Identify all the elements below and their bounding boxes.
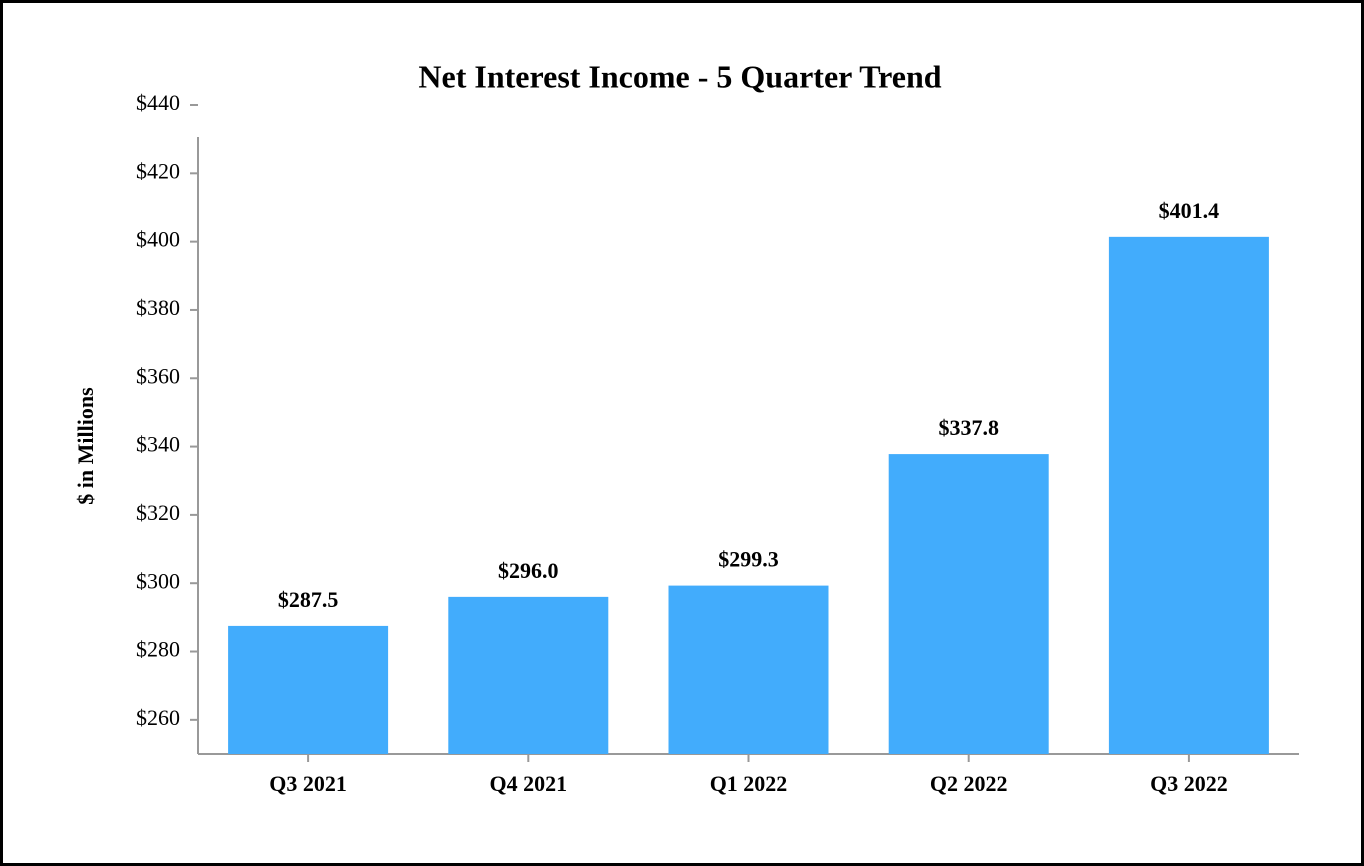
y-tick-label: $280 <box>136 637 180 662</box>
bar <box>228 625 389 754</box>
y-tick-label: $340 <box>136 432 180 457</box>
y-tick-label: $420 <box>136 158 180 183</box>
bar <box>448 596 609 754</box>
bar <box>888 454 1049 754</box>
x-tick-label: Q3 2021 <box>269 771 347 796</box>
x-tick-label: Q4 2021 <box>489 771 567 796</box>
chart-title: Net Interest Income - 5 Quarter Trend <box>418 58 941 94</box>
value-label: $296.0 <box>498 558 559 583</box>
x-tick-label: Q3 2022 <box>1150 771 1228 796</box>
y-tick-label: $300 <box>136 568 180 593</box>
value-label: $287.5 <box>278 587 339 612</box>
y-tick-label: $440 <box>136 90 180 115</box>
bar <box>1108 236 1269 754</box>
x-tick-label: Q1 2022 <box>710 771 788 796</box>
y-tick-label: $320 <box>136 500 180 525</box>
y-tick-label: $400 <box>136 227 180 252</box>
x-tick-label: Q2 2022 <box>930 771 1008 796</box>
bar <box>668 585 829 754</box>
y-tick-label: $260 <box>136 705 180 730</box>
y-tick-label: $360 <box>136 363 180 388</box>
value-label: $299.3 <box>718 547 779 572</box>
value-label: $337.8 <box>938 415 999 440</box>
y-tick-label: $380 <box>136 295 180 320</box>
y-axis-label: $ in Millions <box>73 387 98 505</box>
value-label: $401.4 <box>1159 198 1220 223</box>
